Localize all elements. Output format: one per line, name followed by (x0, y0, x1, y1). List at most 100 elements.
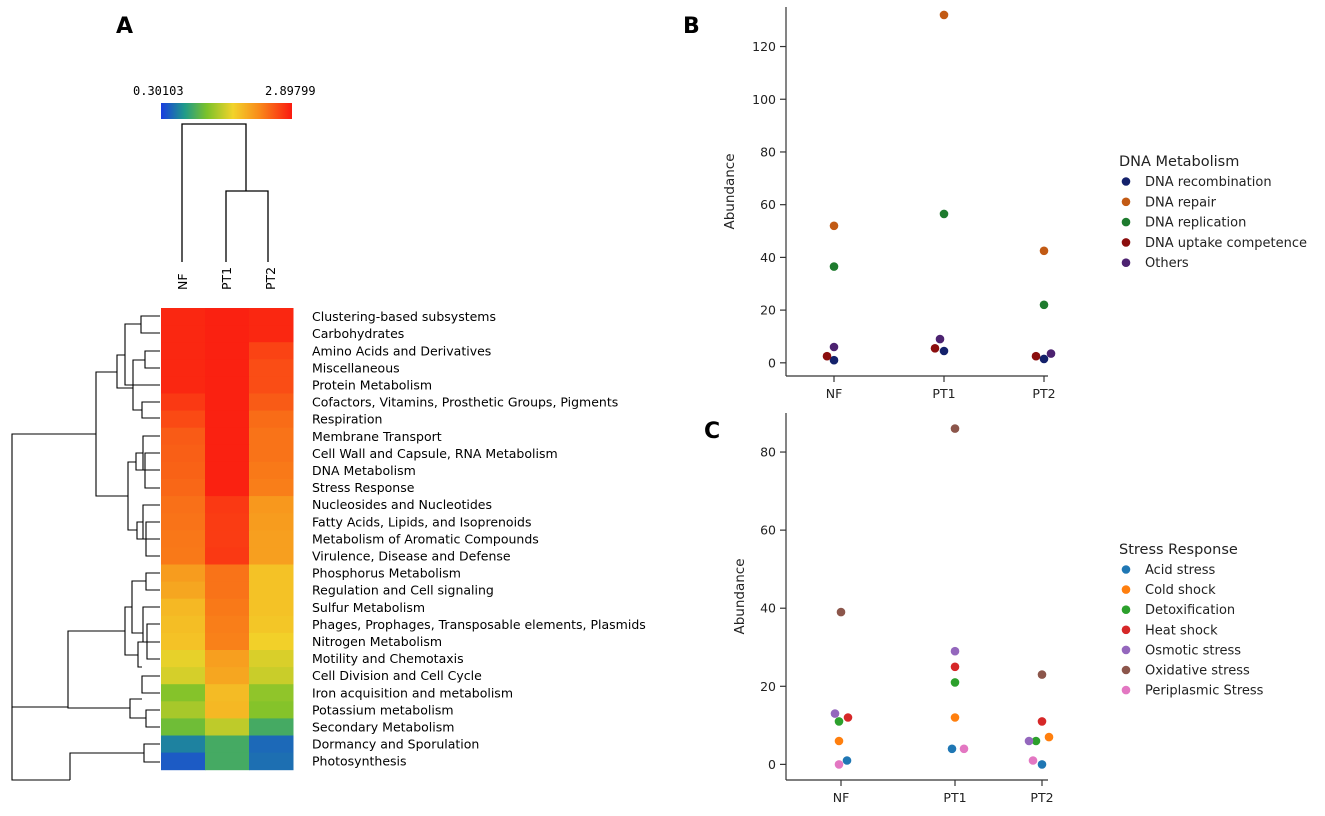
x-tick-label-nf: NF (826, 386, 843, 401)
legend-marker-oxidative-stress (1121, 665, 1131, 675)
heatmap-cell-cell-division-and-cell-cycle-pt2 (249, 667, 294, 685)
column-label-nf: NF (175, 273, 190, 290)
point-dna-recombination-pt2 (1039, 354, 1049, 364)
point-cold-shock-pt2 (1044, 732, 1054, 742)
column-label-pt1: PT1 (219, 267, 234, 290)
legend-marker-periplasmic-stress (1121, 685, 1131, 695)
point-osmotic-stress-pt2 (1024, 736, 1034, 746)
heatmap-cell-secondary-metabolism-pt2 (249, 718, 294, 736)
y-tick-label-0: 0 (768, 757, 776, 772)
heatmap-cell-iron-acquisition-and-metabolism-pt2 (249, 684, 294, 702)
point-detoxification-pt1 (950, 678, 960, 687)
legend-label-oxidative-stress: Oxidative stress (1145, 664, 1250, 679)
row-label-photosynthesis: Photosynthesis (312, 754, 407, 769)
point-acid-stress-nf (842, 756, 852, 765)
y-tick-label-60: 60 (760, 523, 776, 538)
heatmap-cell-cell-division-and-cell-cycle-nf (161, 667, 206, 685)
row-label-potassium-metabolism: Potassium metabolism (312, 702, 454, 717)
heatmap-cell-cell-wall-and-capsule-rna-metabolism-nf (161, 444, 206, 463)
legend-label-heat-shock: Heat shock (1145, 623, 1218, 638)
legend-label-dna-repair: DNA repair (1145, 195, 1217, 210)
heatmap-cell-regulation-and-cell-signaling-pt1 (205, 581, 250, 600)
y-axis-title: Abundance (722, 153, 738, 229)
x-tick-label-nf: NF (833, 790, 850, 805)
dna-metabolism-axes: 0 20 40 60 80 100 120 NF PT1 PT2 Abundance (722, 7, 1056, 401)
stress-response-axes: 0 20 40 60 80 NF PT1 PT2 Abundance (732, 413, 1054, 805)
point-dna-repair-pt1 (939, 10, 949, 20)
legend-marker-dna-recombination (1121, 177, 1131, 186)
y-tick-label-40: 40 (760, 250, 776, 265)
heatmap-cell-regulation-and-cell-signaling-pt2 (249, 581, 294, 600)
legend-marker-dna-repair (1121, 197, 1131, 207)
point-dna-repair-nf (829, 221, 839, 231)
heatmap-cell-phosphorus-metabolism-pt2 (249, 564, 294, 583)
legend-marker-acid-stress (1121, 565, 1131, 574)
legend-marker-osmotic-stress (1121, 645, 1131, 655)
column-labels: NF PT1 PT2 (175, 267, 278, 290)
panel-label-c: C (704, 419, 720, 444)
row-label-regulation-and-cell-signaling: Regulation and Cell signaling (312, 583, 494, 598)
legend-label-detoxification: Detoxification (1145, 603, 1235, 618)
heatmap-cell-respiration-pt1 (205, 410, 250, 429)
heatmap-cell-secondary-metabolism-nf (161, 718, 206, 736)
heatmap-cell-amino-acids-and-derivatives-nf (161, 342, 206, 360)
colorbar-min-label: 0.30103 (133, 84, 184, 98)
row-label-phages-prophages-transposable-elements-plasmids: Phages, Prophages, Transposable elements… (312, 617, 646, 632)
heatmap-cell-motility-and-chemotaxis-nf (161, 650, 206, 668)
heatmap-cell-clustering-based-subsystems-nf (161, 308, 206, 326)
point-periplasmic-stress-pt2 (1028, 756, 1038, 765)
heatmap-cell-nucleosides-and-nucleotides-nf (161, 496, 206, 514)
heatmap-cell-dna-metabolism-nf (161, 461, 206, 480)
colorbar-gradient (161, 103, 292, 119)
heatmap-cell-sulfur-metabolism-pt2 (249, 598, 294, 617)
column-dendrogram (181, 123, 269, 262)
row-label-phosphorus-metabolism: Phosphorus Metabolism (312, 566, 461, 581)
point-heat-shock-nf (843, 713, 853, 722)
heatmap-cell-cofactors-vitamins-prosthetic-groups-pigments-nf (161, 393, 206, 412)
heatmap-cell-nitrogen-metabolism-pt2 (249, 632, 294, 651)
y-tick-label-20: 20 (760, 303, 776, 318)
point-dna-replication-pt2 (1039, 300, 1049, 310)
heatmap-cell-potassium-metabolism-pt2 (249, 701, 294, 719)
heatmap-cell-potassium-metabolism-pt1 (205, 701, 250, 719)
heatmap-cell-fatty-acids-lipids-and-isoprenoids-pt1 (205, 513, 250, 531)
heatmap-cell-amino-acids-and-derivatives-pt1 (205, 342, 250, 360)
heatmap-cell-phosphorus-metabolism-nf (161, 564, 206, 583)
heatmap-cells (161, 308, 294, 771)
heatmap-cell-miscellaneous-nf (161, 359, 206, 377)
heatmap-cell-regulation-and-cell-signaling-nf (161, 581, 206, 600)
row-label-dna-metabolism: DNA Metabolism (312, 463, 416, 478)
legend-label-others: Others (1145, 256, 1189, 271)
heatmap-cell-virulence-disease-and-defense-nf (161, 547, 206, 565)
heatmap-cell-phosphorus-metabolism-pt1 (205, 564, 250, 583)
y-axis-title: Abundance (732, 558, 748, 634)
heatmap-cell-photosynthesis-nf (161, 752, 206, 771)
point-osmotic-stress-nf (830, 709, 840, 718)
y-tick-label-20: 20 (760, 679, 776, 694)
point-periplasmic-stress-nf (834, 760, 844, 769)
row-label-cell-division-and-cell-cycle: Cell Division and Cell Cycle (312, 668, 482, 683)
heatmap-cell-motility-and-chemotaxis-pt1 (205, 650, 250, 668)
row-label-protein-metabolism: Protein Metabolism (312, 377, 432, 392)
dna-metabolism-legend: DNA Metabolism DNA recombination DNA repai… (1119, 154, 1307, 271)
row-label-virulence-disease-and-defense: Virulence, Disease and Defense (312, 548, 511, 563)
legend-title: DNA Metabolism (1119, 154, 1239, 170)
row-label-carbohydrates: Carbohydrates (312, 326, 404, 341)
point-acid-stress-pt2 (1037, 760, 1047, 769)
legend-marker-others (1121, 258, 1131, 268)
heatmap-cell-cell-division-and-cell-cycle-pt1 (205, 667, 250, 685)
heatmap-cell-cell-wall-and-capsule-rna-metabolism-pt1 (205, 444, 250, 463)
point-dna-recombination-nf (829, 355, 839, 365)
point-others-nf (829, 342, 839, 352)
heatmap-cell-dna-metabolism-pt1 (205, 461, 250, 480)
point-oxidative-stress-pt1 (950, 424, 960, 433)
x-tick-label-pt2: PT2 (1030, 790, 1053, 805)
legend-label-cold-shock: Cold shock (1145, 583, 1216, 598)
heatmap-cell-fatty-acids-lipids-and-isoprenoids-pt2 (249, 513, 294, 531)
heatmap-cell-nucleosides-and-nucleotides-pt2 (249, 496, 294, 514)
heatmap-cell-miscellaneous-pt2 (249, 359, 294, 377)
heatmap-cell-dormancy-and-sporulation-pt1 (205, 735, 250, 754)
point-cold-shock-pt1 (950, 713, 960, 722)
heatmap-cell-metabolism-of-aromatic-compounds-nf (161, 530, 206, 548)
heatmap-cell-phages-prophages-transposable-elements-plasmids-nf (161, 615, 206, 634)
